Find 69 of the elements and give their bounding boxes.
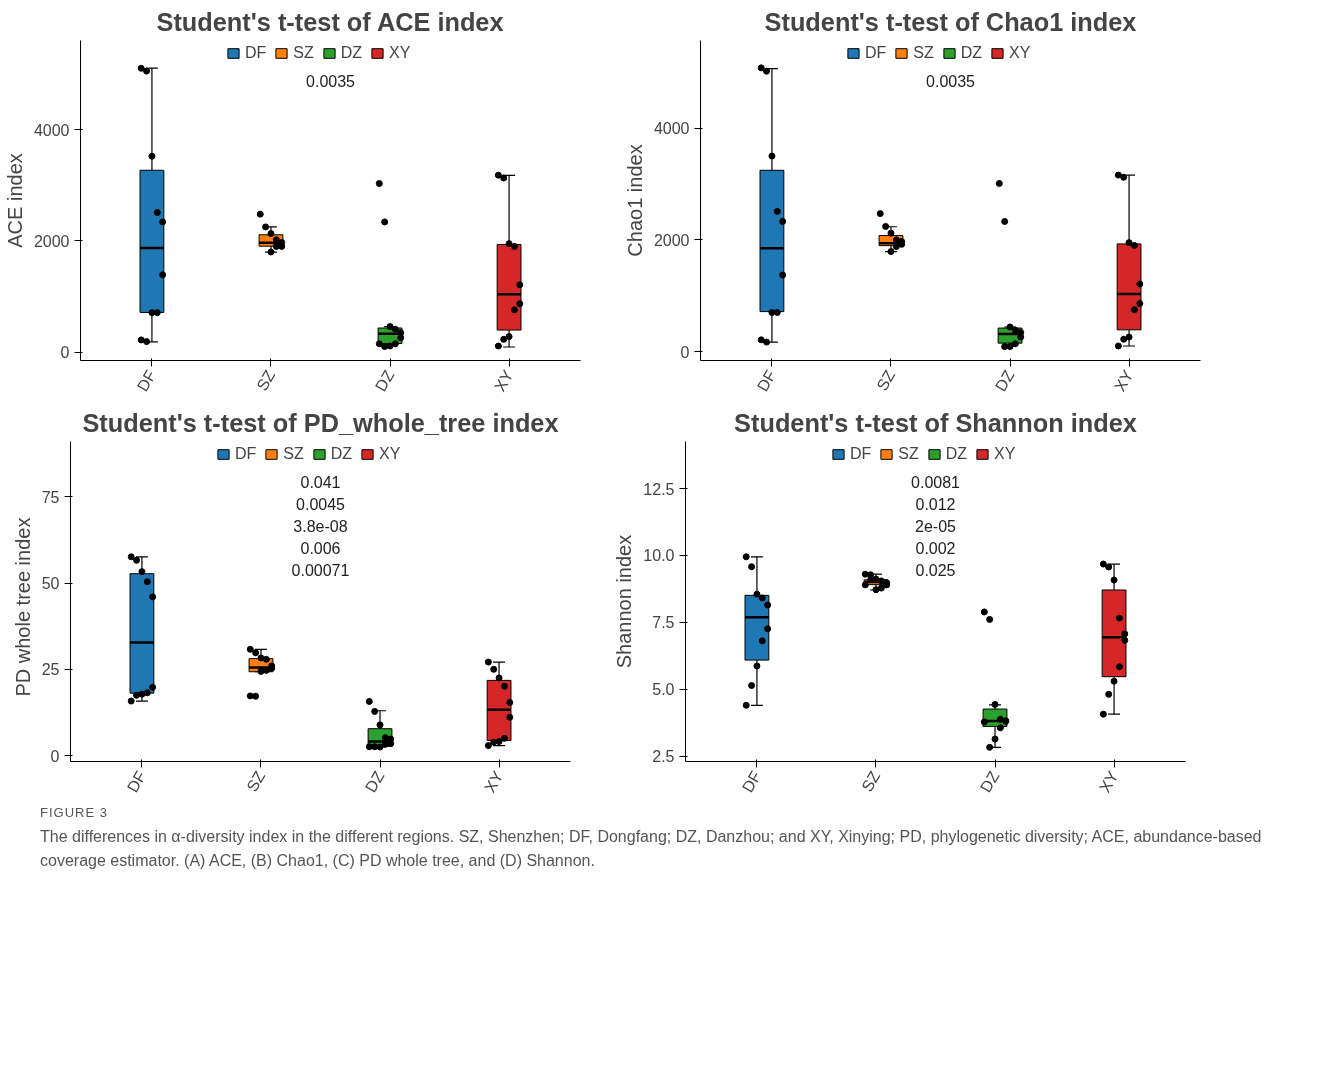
x-tick-label: DZ bbox=[977, 768, 1003, 796]
y-axis-title: Shannon index bbox=[613, 534, 636, 669]
legend-label: DF bbox=[235, 445, 257, 463]
legend-label: DZ bbox=[340, 44, 363, 62]
chart-title: Student's t-test of Chao1 index bbox=[764, 7, 1137, 36]
text: The differences in α-diversity index in the different regions. SZ, Shenzhen; DF, Dongfang; DZ, Danzhou; and XY, Xinying; PD, phylogenetic diversity; ACE, abundance-based coverage estimator. (A) ACE, (B) Chao1, (C) PD whole tree, and (D) Shannon. bbox=[40, 826, 1263, 871]
x-tick-label: DF bbox=[738, 768, 765, 796]
x-tick-label: SZ bbox=[243, 768, 269, 795]
caption: FIGURE 3 bbox=[40, 804, 108, 822]
y-tick-label: 50 bbox=[41, 575, 60, 593]
annotation: 0.012 bbox=[915, 495, 956, 513]
x-tick-label: DZ bbox=[992, 367, 1018, 395]
x-tick-label: DF bbox=[133, 367, 160, 395]
annotation: 3.8e-08 bbox=[293, 517, 348, 535]
chart-title: Student's t-test of Shannon index bbox=[734, 408, 1137, 437]
legend-label: SZ bbox=[283, 445, 304, 463]
y-axis-title: Chao1 index bbox=[623, 144, 646, 257]
annotation: 0.0035 bbox=[306, 72, 356, 90]
y-tick-label: 10.0 bbox=[643, 547, 675, 565]
chart-title: Student's t-test of PD_whole_tree index bbox=[82, 408, 559, 437]
y-tick-label: 75 bbox=[41, 488, 60, 506]
annotation: 2e-05 bbox=[915, 517, 957, 535]
annotation: 0.041 bbox=[300, 473, 341, 491]
x-tick-label: SZ bbox=[873, 367, 899, 394]
annotation: 0.006 bbox=[300, 539, 341, 557]
x-tick-label: SZ bbox=[253, 367, 279, 394]
x-tick-label: SZ bbox=[858, 768, 884, 795]
x-tick-label: XY bbox=[1111, 366, 1137, 395]
x-tick-label: DF bbox=[753, 367, 780, 395]
y-axis-title: ACE index bbox=[3, 153, 26, 248]
y-tick-label: 25 bbox=[41, 661, 60, 679]
annotation: 0.0035 bbox=[926, 72, 976, 90]
legend-label: SZ bbox=[898, 445, 919, 463]
y-tick-label: 4000 bbox=[33, 121, 70, 139]
annotation: 0.0045 bbox=[296, 495, 346, 513]
legend-label: DZ bbox=[960, 44, 983, 62]
legend-label: XY bbox=[994, 445, 1016, 463]
chart-title: Student's t-test of ACE index bbox=[156, 7, 504, 36]
y-tick-label: 12.5 bbox=[643, 480, 675, 498]
y-tick-label: 0 bbox=[680, 343, 690, 361]
y-tick-label: 2000 bbox=[653, 231, 690, 249]
legend-label: XY bbox=[1009, 44, 1031, 62]
legend-label: DF bbox=[245, 44, 267, 62]
legend-label: DZ bbox=[945, 445, 968, 463]
legend-label: XY bbox=[379, 445, 401, 463]
x-tick-label: DF bbox=[123, 768, 150, 796]
annotation: 0.002 bbox=[915, 539, 956, 557]
y-tick-label: 5.0 bbox=[652, 681, 675, 699]
legend-label: SZ bbox=[293, 44, 314, 62]
y-tick-label: 0 bbox=[60, 344, 70, 362]
x-tick-label: XY bbox=[481, 767, 507, 796]
y-tick-label: 2.5 bbox=[652, 748, 675, 766]
x-tick-label: XY bbox=[491, 366, 517, 395]
x-tick-label: XY bbox=[1096, 767, 1122, 796]
annotation: 0.0081 bbox=[911, 473, 961, 491]
legend-label: DF bbox=[850, 445, 872, 463]
y-tick-label: 7.5 bbox=[652, 614, 675, 632]
annotation: 0.025 bbox=[915, 561, 956, 579]
x-tick-label: DZ bbox=[362, 768, 388, 796]
y-tick-label: 4000 bbox=[653, 120, 690, 138]
x-tick-label: DZ bbox=[372, 367, 398, 395]
legend-label: SZ bbox=[913, 44, 934, 62]
legend-label: DZ bbox=[330, 445, 353, 463]
annotation: 0.00071 bbox=[291, 561, 350, 579]
legend-label: DF bbox=[865, 44, 887, 62]
y-axis-title: PD whole tree index bbox=[11, 517, 34, 697]
y-tick-label: 2000 bbox=[33, 232, 70, 250]
y-tick-label: 0 bbox=[50, 747, 60, 765]
legend-label: XY bbox=[389, 44, 411, 62]
